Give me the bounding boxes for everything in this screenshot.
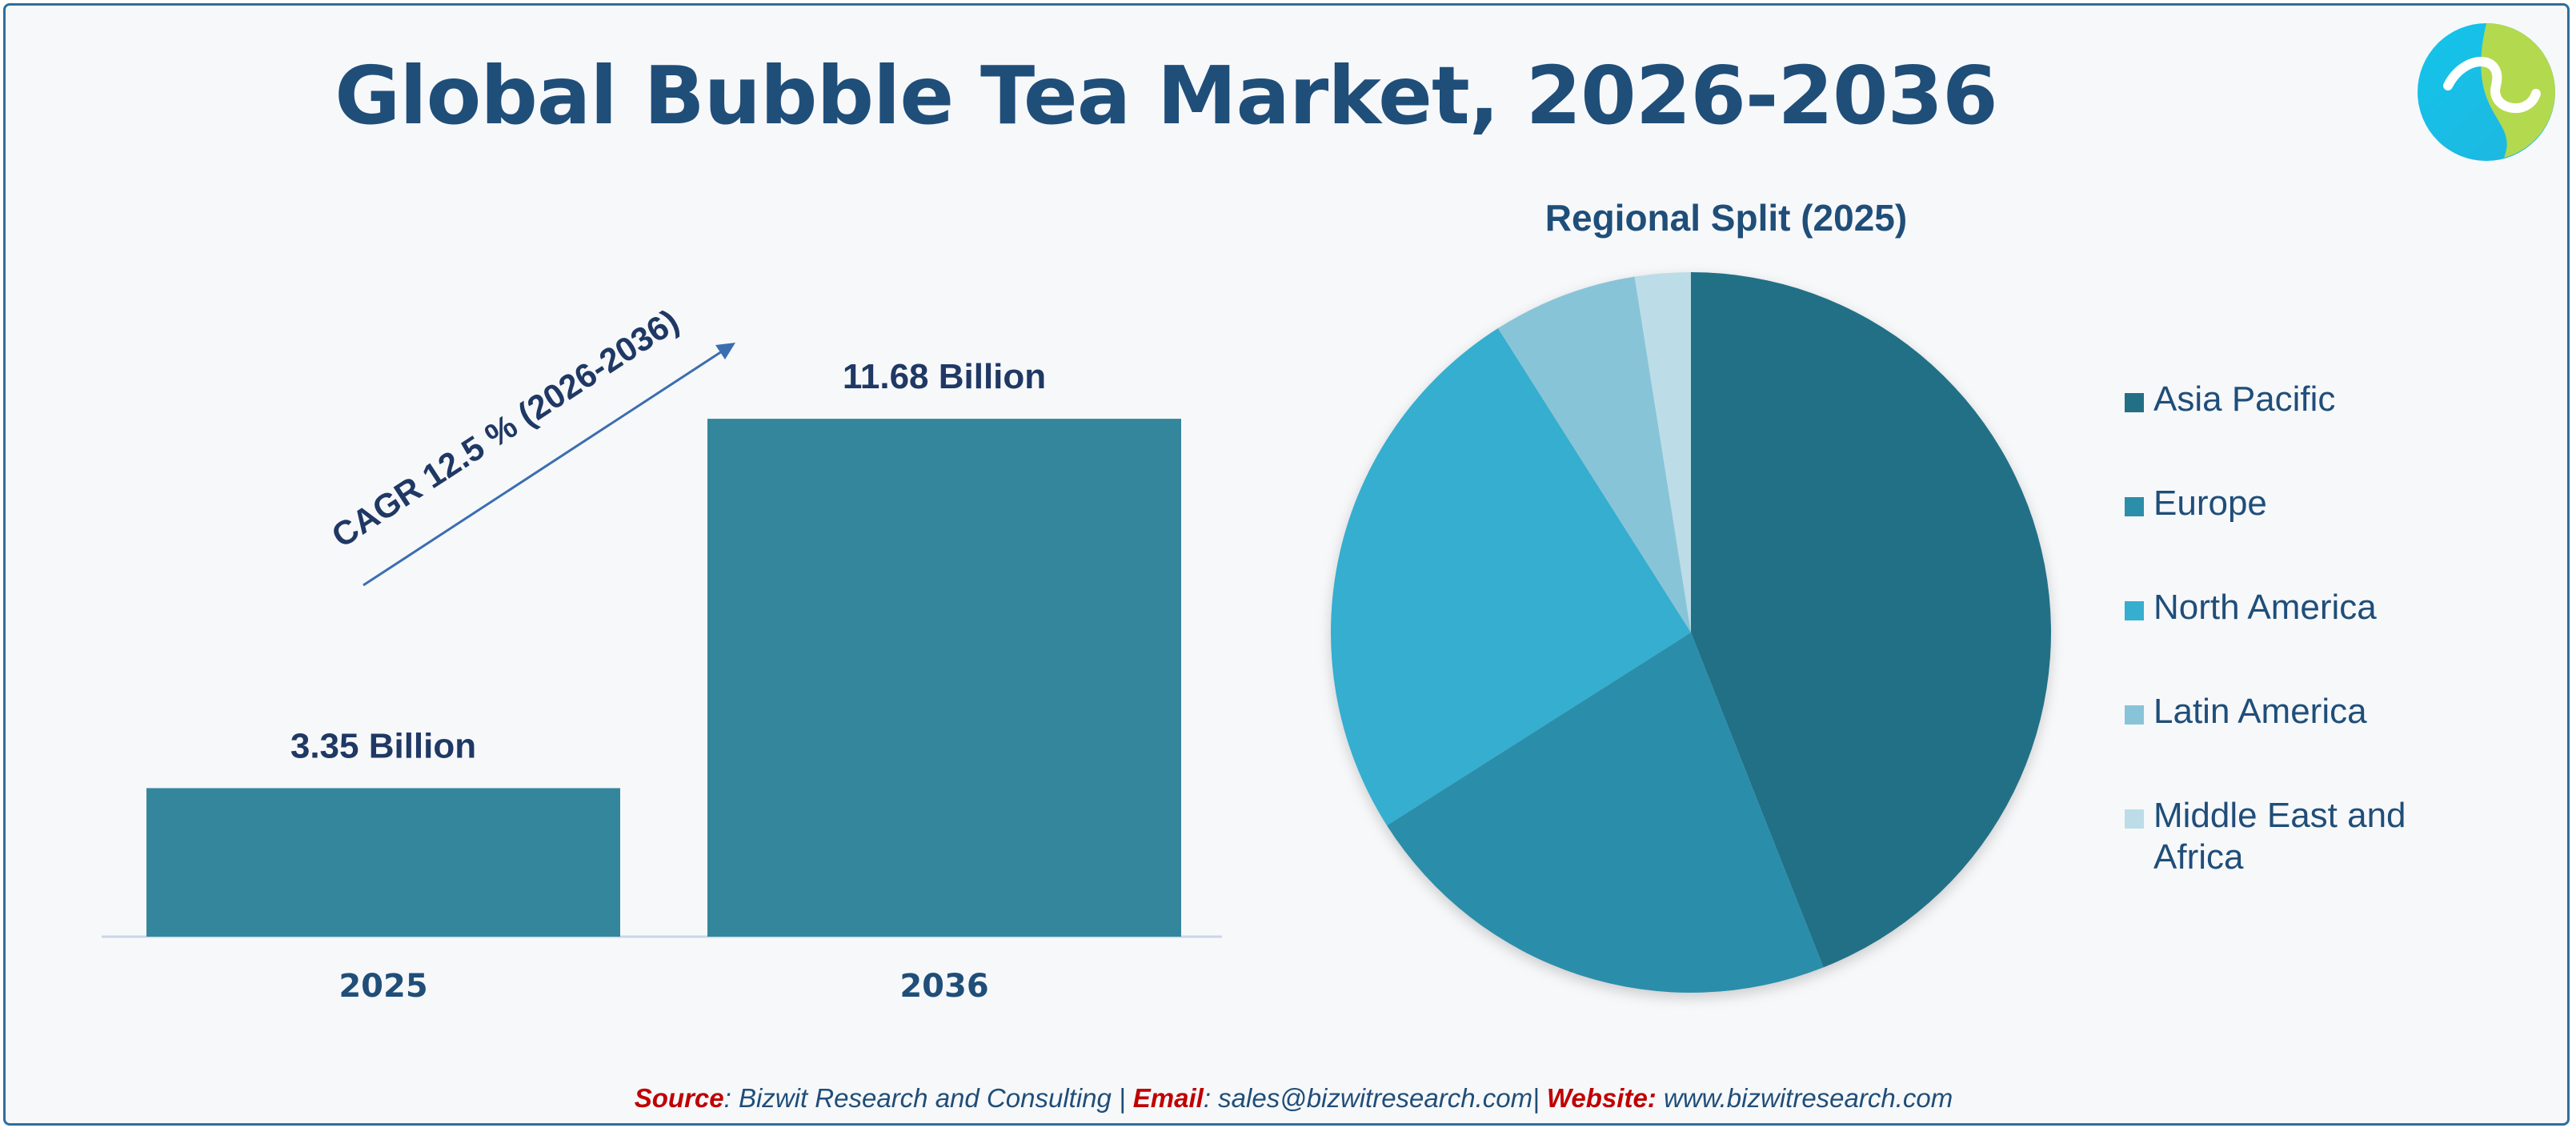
- legend-swatch: [2125, 393, 2144, 412]
- legend-item-europe: Europe: [2125, 483, 2541, 587]
- bar-series: 3.35 Billion 2025 11.68 Billion 2036: [146, 357, 1181, 1005]
- legend-label: North America: [2153, 588, 2377, 627]
- x-tick-label: 2036: [899, 968, 988, 1005]
- source-label: Source: [634, 1083, 724, 1113]
- cagr-arrowhead-icon: [715, 343, 735, 359]
- bar-2036: [707, 419, 1181, 937]
- pie-slice-middle-east-and-africa: [1634, 272, 1691, 632]
- legend-swatch: [2125, 497, 2144, 516]
- legend-swatch: [2125, 809, 2144, 829]
- pie-title: Regional Split (2025): [1544, 197, 1908, 239]
- bar-2025: [146, 788, 620, 937]
- bar-value-label: 11.68 Billion: [843, 357, 1046, 396]
- pie-slice-europe: [1387, 632, 1824, 994]
- cagr-arrow-line: [363, 350, 723, 587]
- legend-label: Europe: [2153, 484, 2267, 523]
- bar-chart: CAGR 12.5 % (2026-2036) 3.35 Billion2025…: [102, 302, 1222, 1005]
- website-text: www.bizwitresearch.com: [1656, 1083, 1953, 1113]
- legend-swatch: [2125, 705, 2144, 725]
- legend-swatch: [2125, 601, 2144, 620]
- pie-chart: [1330, 272, 2051, 994]
- page-title: Global Bubble Tea Market, 2026-2036: [335, 49, 1997, 143]
- x-tick-label: 2025: [339, 968, 427, 1005]
- legend-label: Latin America: [2153, 692, 2367, 731]
- legend-item-latin-america: Latin America: [2125, 691, 2541, 795]
- pie-slices: [1330, 272, 2051, 994]
- company-logo-icon: [2418, 23, 2555, 161]
- email-text: : sales@bizwitresearch.com|: [1203, 1083, 1547, 1113]
- pie-slice-latin-america: [1497, 276, 1691, 632]
- website-label: Website:: [1546, 1083, 1657, 1113]
- pie-legend: Asia Pacific Europe North America Latin …: [2125, 379, 2541, 899]
- pie-slice-north-america: [1330, 328, 1691, 826]
- legend-label: Middle East and Africa: [2153, 796, 2406, 877]
- legend-item-north-america: North America: [2125, 587, 2541, 691]
- pie-slice-asia-pacific: [1691, 272, 2051, 968]
- chart-frame: Global Bubble Tea Market, 2026-2036 CAGR…: [3, 3, 2570, 1126]
- legend-item-middle-east-africa: Middle East and Africa: [2125, 795, 2541, 899]
- bar-value-label: 3.35 Billion: [290, 726, 476, 765]
- legend-item-asia-pacific: Asia Pacific: [2125, 379, 2541, 483]
- email-label: Email: [1132, 1083, 1204, 1113]
- source-footer: Source: Bizwit Research and Consulting |…: [6, 1083, 2567, 1114]
- legend-label: Asia Pacific: [2153, 379, 2336, 419]
- source-text: : Bizwit Research and Consulting |: [723, 1083, 1133, 1113]
